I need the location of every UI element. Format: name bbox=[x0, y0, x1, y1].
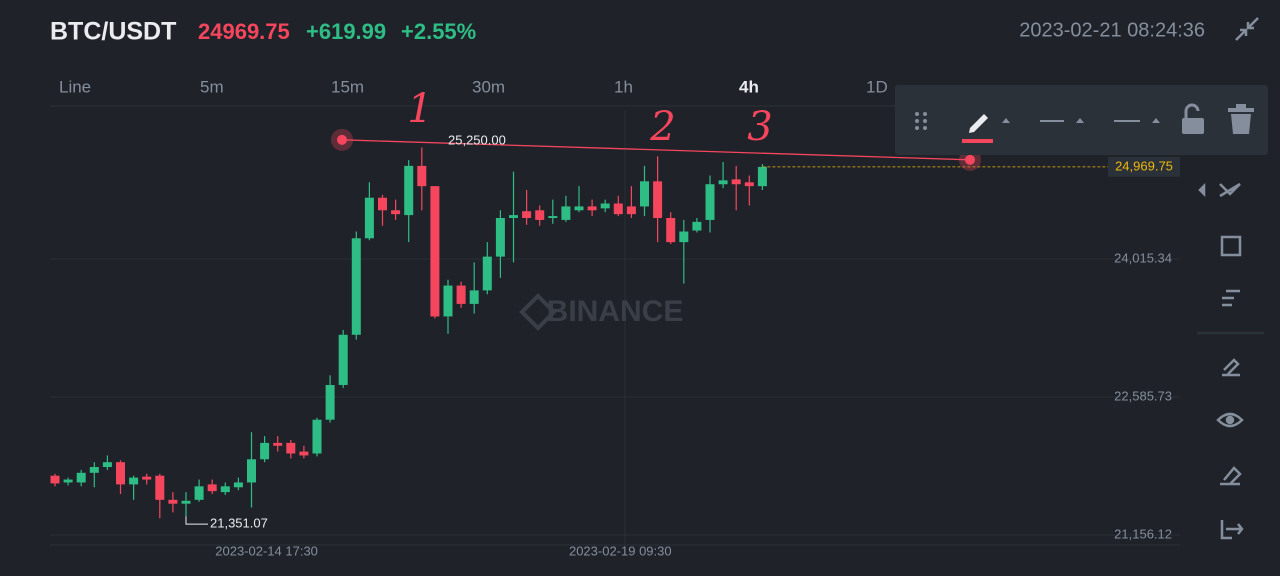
last-price-badge bbox=[1108, 156, 1180, 177]
candle-body bbox=[417, 165, 427, 187]
pen-icon[interactable] bbox=[969, 114, 988, 133]
candle-body bbox=[194, 486, 204, 500]
candle-body bbox=[142, 476, 152, 480]
y-tick-label: 24,015.34 bbox=[1114, 250, 1172, 265]
candle-body bbox=[443, 285, 453, 317]
pair[interactable]: BTC/USDT bbox=[50, 18, 176, 46]
watermark-logo bbox=[519, 293, 557, 331]
candle-body bbox=[207, 484, 217, 492]
candle-body bbox=[522, 211, 532, 219]
x-tick-label: 2023-02-14 17:30 bbox=[215, 543, 318, 558]
candle-body bbox=[247, 459, 256, 483]
x-tick-label: 2023-02-19 09:30 bbox=[569, 543, 672, 558]
handwritten-note: 3 bbox=[747, 104, 772, 150]
candle-body bbox=[718, 180, 728, 185]
change: +619.99 bbox=[306, 19, 386, 44]
candle-body bbox=[89, 467, 99, 473]
candle-body bbox=[116, 462, 125, 485]
interval-tab[interactable]: 5m bbox=[200, 77, 224, 96]
interval-tab[interactable]: 30m bbox=[472, 77, 505, 96]
interval-tab[interactable]: 1h bbox=[614, 77, 633, 96]
candle-body bbox=[653, 181, 663, 219]
trend-line bbox=[341, 139, 971, 161]
interval-tab[interactable]: Line bbox=[59, 77, 91, 96]
candle-body bbox=[535, 210, 545, 220]
candle-body bbox=[482, 256, 492, 291]
candle-body bbox=[548, 216, 558, 219]
candle-body bbox=[757, 166, 767, 187]
candle-body bbox=[574, 206, 584, 211]
candle-body bbox=[613, 203, 623, 215]
candle-body bbox=[640, 181, 649, 207]
candle-body bbox=[430, 186, 440, 317]
candle-body bbox=[692, 221, 702, 231]
interval-tab[interactable]: 15m bbox=[331, 77, 364, 96]
trend-handle[interactable] bbox=[337, 134, 347, 145]
candle-body bbox=[456, 285, 466, 304]
candle-body bbox=[705, 184, 715, 220]
candle-body bbox=[286, 442, 296, 454]
unlock-icon[interactable] bbox=[1182, 103, 1204, 134]
sidebar-tools[interactable] bbox=[1197, 182, 1264, 540]
trend-label: 25,250.00 bbox=[448, 132, 506, 147]
candle-body bbox=[299, 451, 309, 456]
low-marker bbox=[185, 516, 208, 525]
candle-body bbox=[76, 472, 86, 483]
interval-tab[interactable]: 1D bbox=[866, 77, 888, 96]
candle-body bbox=[155, 475, 165, 500]
pen-color bbox=[962, 139, 993, 143]
candle-body bbox=[469, 290, 479, 304]
candle-body bbox=[233, 482, 243, 488]
candle-body bbox=[378, 197, 387, 211]
candle-body bbox=[731, 179, 741, 185]
candle-body bbox=[260, 442, 270, 460]
candle-body bbox=[666, 218, 676, 243]
y-tick-label: 21,156.12 bbox=[1114, 526, 1172, 541]
handwritten-note: 1 bbox=[407, 86, 432, 132]
candle-body bbox=[561, 206, 571, 220]
candle-body bbox=[220, 486, 230, 493]
last-price-label: 24,969.75 bbox=[1115, 158, 1173, 173]
candle-body bbox=[626, 206, 636, 215]
price: 24969.75 bbox=[198, 19, 290, 44]
candle-body bbox=[181, 500, 191, 504]
candle-body bbox=[50, 475, 60, 484]
interval-tab[interactable]: 4h bbox=[739, 77, 759, 96]
candle-body bbox=[273, 442, 283, 446]
candle-body bbox=[63, 479, 73, 483]
change-pct: +2.55% bbox=[401, 19, 476, 44]
candle-body bbox=[102, 462, 112, 468]
candle-body bbox=[129, 477, 139, 485]
candle-body bbox=[168, 499, 178, 504]
timestamp: 2023-02-21 08:24:36 bbox=[1019, 19, 1205, 41]
collapse-icon[interactable] bbox=[1235, 17, 1259, 41]
trend-handle[interactable] bbox=[965, 154, 975, 165]
candle-body bbox=[351, 238, 361, 335]
candle-body bbox=[325, 384, 335, 420]
candle-body bbox=[312, 419, 322, 454]
drag-handle[interactable] bbox=[915, 112, 927, 130]
y-tick-label: 22,585.73 bbox=[1114, 388, 1172, 403]
watermark: BINANCE bbox=[547, 295, 684, 328]
candle-body bbox=[600, 203, 610, 209]
low-label: 21,351.07 bbox=[210, 516, 268, 531]
dropdown-arrows[interactable] bbox=[1002, 118, 1160, 123]
handwritten-note: 2 bbox=[649, 104, 675, 150]
candle-body bbox=[495, 218, 505, 257]
delete-icon[interactable] bbox=[1228, 104, 1254, 134]
candle-body bbox=[587, 206, 597, 211]
candle-body bbox=[391, 210, 401, 215]
candle-body bbox=[338, 334, 348, 385]
candle-body bbox=[679, 231, 689, 243]
candle-body bbox=[744, 182, 754, 187]
candle-body bbox=[364, 197, 374, 239]
candle-body bbox=[404, 165, 414, 216]
candle-body bbox=[509, 215, 518, 219]
